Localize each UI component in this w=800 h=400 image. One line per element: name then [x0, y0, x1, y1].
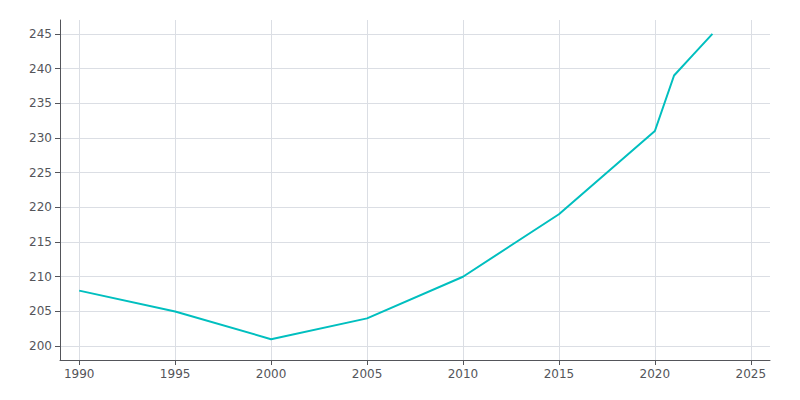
svg-text:230: 230 — [29, 131, 52, 145]
svg-text:200: 200 — [29, 339, 52, 353]
svg-text:2005: 2005 — [352, 367, 383, 381]
svg-text:2025: 2025 — [736, 367, 767, 381]
svg-text:1990: 1990 — [64, 367, 95, 381]
svg-text:245: 245 — [29, 27, 52, 41]
svg-text:1995: 1995 — [160, 367, 191, 381]
svg-text:210: 210 — [29, 270, 52, 284]
svg-text:240: 240 — [29, 62, 52, 76]
svg-text:2000: 2000 — [256, 367, 287, 381]
svg-text:235: 235 — [29, 96, 52, 110]
svg-text:2020: 2020 — [640, 367, 671, 381]
svg-text:205: 205 — [29, 304, 52, 318]
svg-text:2015: 2015 — [544, 367, 575, 381]
svg-text:220: 220 — [29, 200, 52, 214]
svg-text:2010: 2010 — [448, 367, 479, 381]
svg-text:215: 215 — [29, 235, 52, 249]
svg-text:225: 225 — [29, 166, 52, 180]
